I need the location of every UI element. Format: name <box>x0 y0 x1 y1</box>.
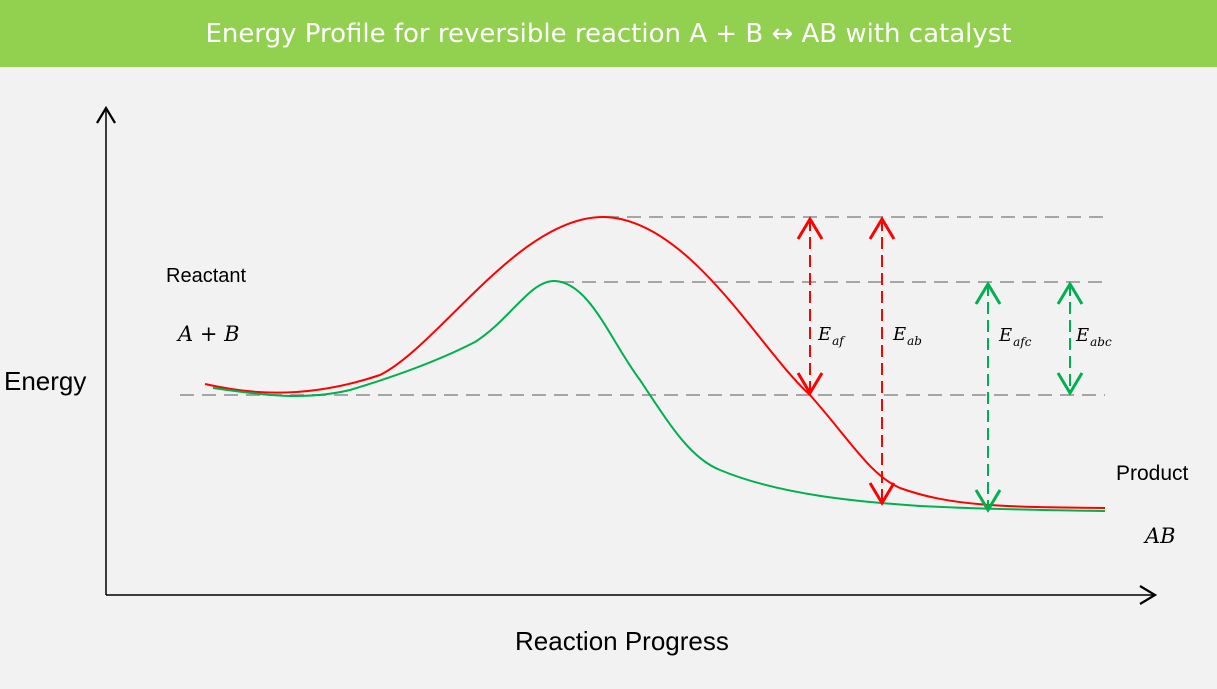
reactant-formula: A + B <box>178 322 240 346</box>
eaf-label: Eaf <box>818 324 844 348</box>
uncatalyzed-curve <box>204 215 1106 509</box>
eafc-label: Eafc <box>999 325 1032 349</box>
x-axis-label: Reaction Progress <box>515 626 729 656</box>
product-label: Product <box>1116 462 1189 485</box>
guide-lines <box>180 216 1105 396</box>
eab-label: Eab <box>893 324 922 348</box>
eabc-label: Eabc <box>1076 325 1112 349</box>
reactant-label: Reactant <box>166 265 247 287</box>
catalyzed-curve <box>212 279 1106 512</box>
product-formula: AB <box>1145 524 1176 548</box>
diagram-title: Energy Profile for reversible reaction A… <box>0 0 1217 67</box>
y-axis-label: Energy <box>4 366 87 396</box>
